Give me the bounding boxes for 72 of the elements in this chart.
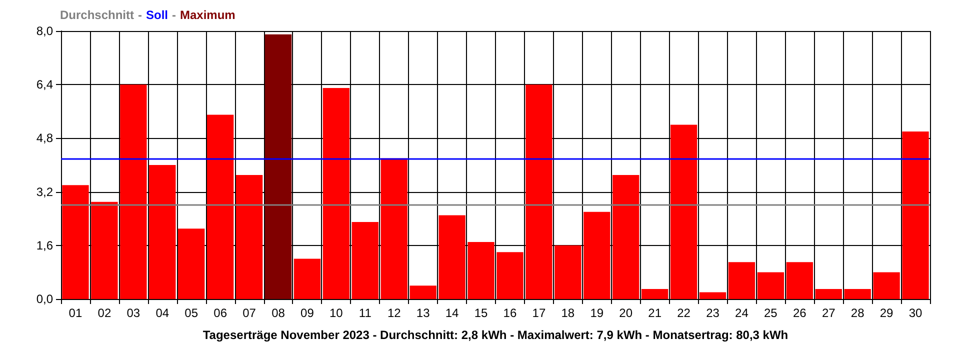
x-tick-label: 01 xyxy=(68,306,82,320)
x-tick-label: 12 xyxy=(387,306,402,320)
bar xyxy=(236,175,263,299)
bar xyxy=(815,288,842,299)
bar xyxy=(149,165,176,299)
bar xyxy=(91,202,118,299)
bar xyxy=(786,262,813,299)
bar xyxy=(438,215,466,299)
x-tick-label: 17 xyxy=(532,306,546,320)
x-tick-label: 27 xyxy=(822,306,836,320)
x-tick-label: 30 xyxy=(908,306,923,320)
bar xyxy=(380,158,408,299)
x-tick-label: 26 xyxy=(792,306,807,320)
bar xyxy=(641,288,668,299)
bar xyxy=(526,84,552,299)
y-tick-label: 4,8 xyxy=(36,131,54,146)
x-tick-label: 07 xyxy=(242,306,256,320)
x-tick-label: 18 xyxy=(561,306,575,320)
bar xyxy=(120,84,147,299)
bar xyxy=(352,222,378,299)
bar xyxy=(468,242,494,299)
text: - xyxy=(138,8,142,22)
text: - xyxy=(172,8,176,22)
x-axis-title: Tageserträge November 2023 - Durchschnitt: 2,8 kWh - Maximalwert: 7,9 kWh - Monatsertrag: 80,3 kWh xyxy=(202,328,788,342)
x-tick-label: 28 xyxy=(850,306,865,320)
bar xyxy=(728,262,756,299)
bar xyxy=(322,88,350,299)
bar xyxy=(612,175,640,299)
x-tick-label: 23 xyxy=(706,306,720,320)
bar xyxy=(554,245,582,299)
y-tick-label: 8,0 xyxy=(36,24,54,38)
x-tick-label: 21 xyxy=(648,306,662,320)
bar xyxy=(699,292,726,299)
bar xyxy=(410,286,436,299)
x-tick-label: 04 xyxy=(156,306,170,320)
x-tick-label: 24 xyxy=(735,306,749,320)
x-tick-label: 29 xyxy=(880,306,894,320)
x-tick-label: 15 xyxy=(474,306,488,320)
text: Maximum xyxy=(180,8,236,22)
bar xyxy=(206,114,234,299)
x-tick-label: 09 xyxy=(300,306,314,320)
bar xyxy=(584,212,610,299)
x-tick-label: 05 xyxy=(184,306,198,320)
bar xyxy=(873,272,900,299)
x-tick-label: 19 xyxy=(590,306,604,320)
bar xyxy=(844,288,871,299)
x-tick-label: 16 xyxy=(503,306,517,320)
x-tick-label: 03 xyxy=(126,306,140,320)
x-tick-label: 02 xyxy=(98,306,112,320)
ref-line-label: Soll xyxy=(146,8,168,22)
x-tick-label: 22 xyxy=(677,306,691,320)
y-tick-label: 0,0 xyxy=(36,292,54,306)
bar xyxy=(902,132,929,299)
x-tick-label: 20 xyxy=(619,306,633,320)
x-tick-label: 08 xyxy=(272,306,286,320)
y-tick-label: 1,6 xyxy=(36,238,54,252)
bar xyxy=(757,272,784,299)
x-tick-label: 11 xyxy=(358,306,372,320)
x-tick-label: 13 xyxy=(416,306,430,320)
bar xyxy=(496,252,524,299)
y-tick-label: 6,4 xyxy=(36,78,54,92)
bar xyxy=(264,34,292,299)
x-tick-label: 25 xyxy=(764,306,778,320)
x-tick-label: 06 xyxy=(214,306,228,320)
bar xyxy=(62,185,89,299)
y-tick-label: 3,2 xyxy=(36,184,54,199)
x-tick-label: 14 xyxy=(445,306,460,320)
x-tick-label: 10 xyxy=(330,306,344,320)
bar xyxy=(670,124,698,299)
bar xyxy=(294,258,321,299)
bar xyxy=(178,228,205,299)
ref-line-label: Durchschnitt xyxy=(60,8,134,22)
